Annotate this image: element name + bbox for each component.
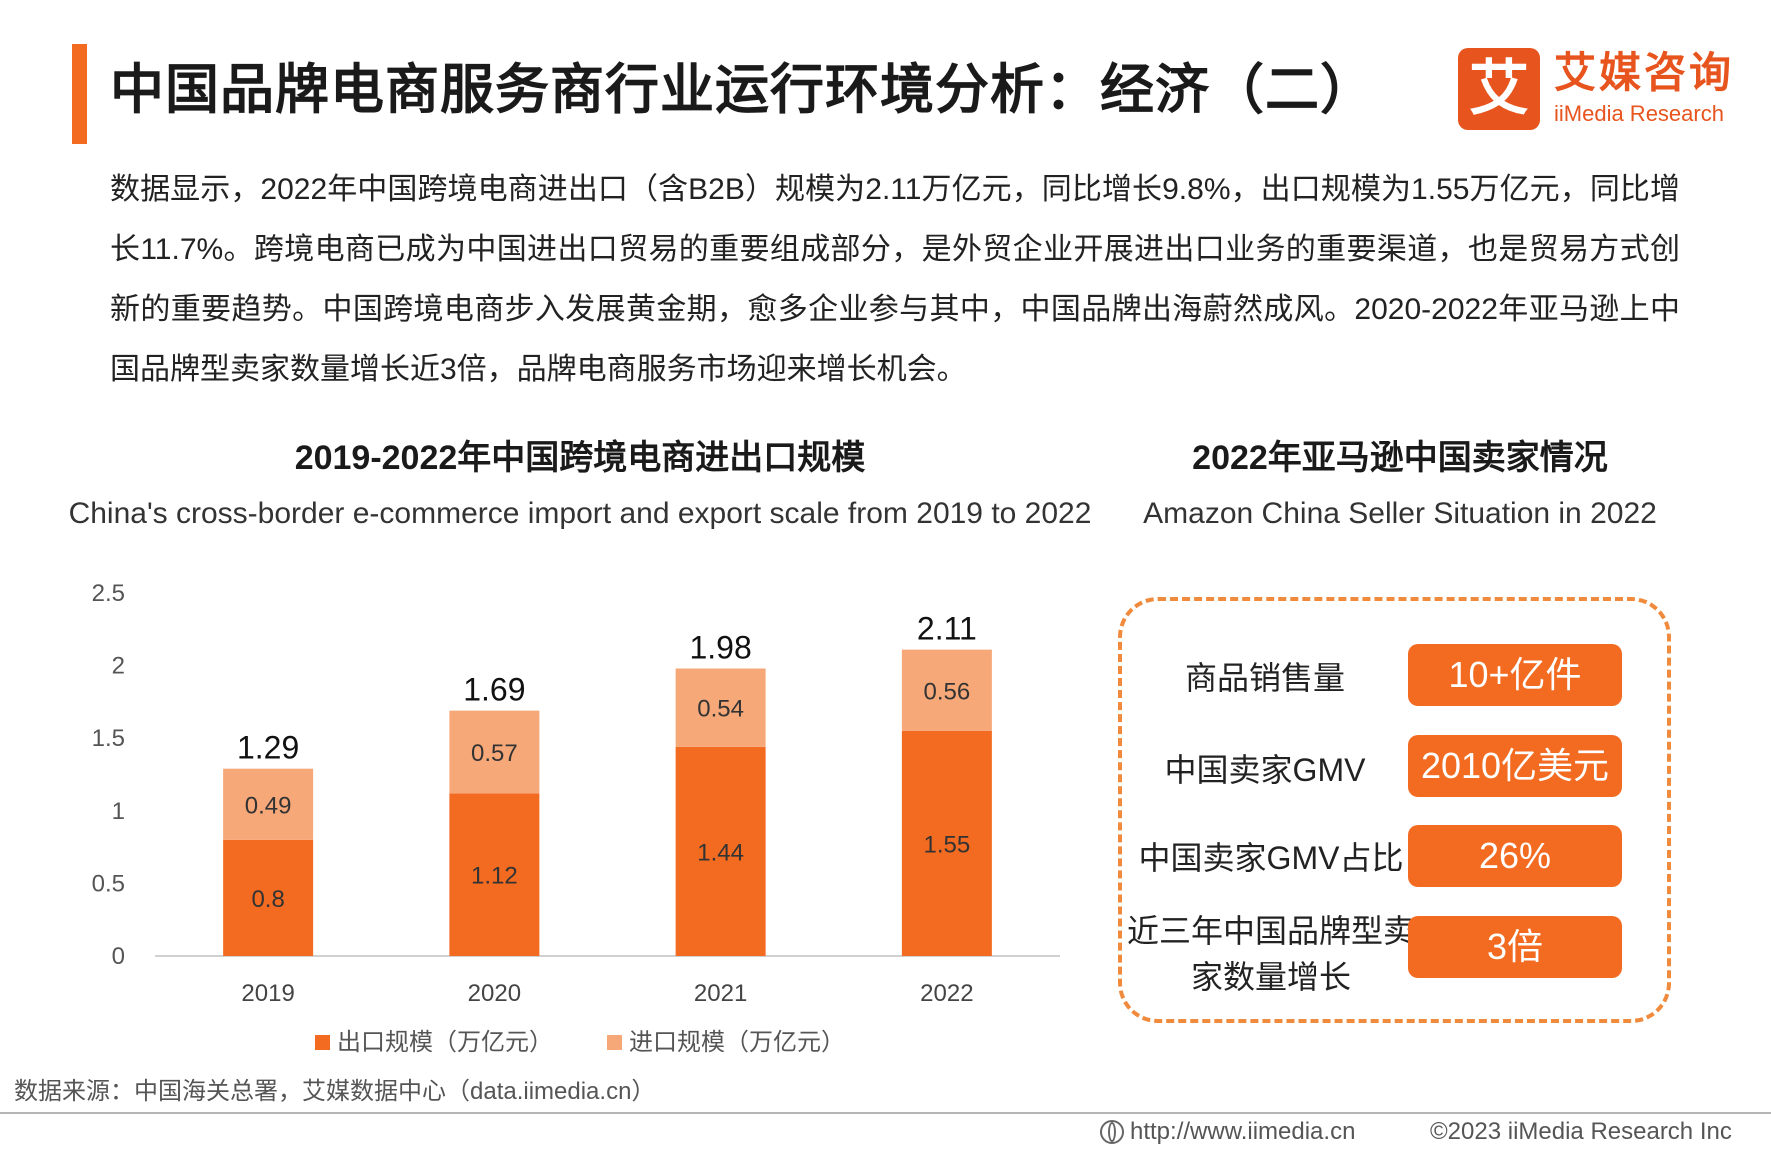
- data-label-total: 1.98: [689, 630, 751, 666]
- data-label-import: 0.57: [471, 740, 518, 767]
- seller-stats-panel: [1118, 597, 1671, 1023]
- bar-segment-export: [449, 793, 540, 956]
- data-label-export: 0.8: [251, 886, 284, 913]
- data-label-import: 0.49: [245, 792, 292, 819]
- y-tick-label: 1.5: [92, 725, 125, 752]
- data-label-import: 0.54: [697, 696, 744, 723]
- y-tick-label: 0.5: [92, 870, 125, 897]
- page-title: 中国品牌电商服务商行业运行环境分析：经济（二）: [110, 60, 1375, 120]
- bar-segment-import: [449, 710, 540, 794]
- y-tick-label: 0: [112, 943, 125, 970]
- bar-segment-import: [901, 649, 992, 731]
- seller-panel-title: 2022年亚马逊中国卖家情况: [1192, 439, 1608, 477]
- seller-panel-subtitle: Amazon China Seller Situation in 2022: [1143, 497, 1657, 530]
- iimedia-logo: 艾 艾媒咨询 iiMedia Research: [1458, 48, 1748, 132]
- intro-paragraph: 数据显示，2022年中国跨境电商进出口（含B2B）规模为2.11万亿元，同比增长…: [110, 173, 1680, 386]
- logo-mark: 艾: [1458, 48, 1540, 130]
- x-tick-label: 2019: [241, 980, 294, 1007]
- y-tick-label: 2: [112, 653, 125, 680]
- logo-text-en: iiMedia Research: [1554, 101, 1724, 126]
- bar-segment-export: [901, 730, 992, 956]
- bar-segment-export: [675, 746, 766, 956]
- y-tick-label: 2.5: [92, 580, 125, 607]
- bar-segment-export: [223, 839, 314, 956]
- data-source-note: 数据来源：中国海关总署，艾媒数据中心（data.iimedia.cn）: [14, 1078, 656, 1105]
- footer-url-text: http://www.iimedia.cn: [1130, 1118, 1356, 1145]
- legend-label-export: 出口规模（万亿元）: [337, 1029, 553, 1056]
- stacked-bar-chart: 0 0.5 1 1.5 2 2.5 0.8 0.49 1.29 2019 1.12 0.57 1.69 2…: [92, 580, 1060, 1056]
- data-label-import: 0.56: [924, 678, 971, 705]
- globe-icon: [1100, 1120, 1124, 1144]
- logo-text-cn: 艾媒咨询: [1554, 49, 1735, 96]
- bar-segment-import: [223, 768, 314, 840]
- data-label-total: 1.69: [463, 672, 525, 708]
- legend-swatch-import: [607, 1035, 622, 1050]
- data-label-total: 1.29: [237, 730, 299, 766]
- stat-label-gmv-share: 中国卖家GMV占比: [1138, 840, 1404, 876]
- stat-value-brand-seller-growth: 3倍: [1408, 916, 1622, 978]
- stat-value-sales-volume: 10+亿件: [1408, 644, 1622, 706]
- data-label-total: 2.11: [917, 611, 977, 647]
- title-accent-bar: [72, 44, 87, 144]
- chart-subtitle: China's cross-border e-commerce import a…: [68, 497, 1092, 530]
- footer-copyright: ©2023 iiMedia Research Inc: [1430, 1118, 1732, 1145]
- data-label-export: 1.55: [924, 831, 971, 858]
- bar-segment-import: [675, 668, 766, 747]
- chart-title: 2019-2022年中国跨境电商进出口规模: [294, 439, 866, 477]
- footer-divider: [0, 1112, 1771, 1114]
- stat-value-seller-gmv: 2010亿美元: [1408, 735, 1622, 797]
- stat-label-brand-seller-growth: 近三年中国品牌型卖家数量增长: [1126, 913, 1415, 995]
- stat-label-seller-gmv: 中国卖家GMV: [1164, 752, 1366, 788]
- stat-value-gmv-share: 26%: [1408, 825, 1622, 887]
- x-tick-label: 2022: [920, 980, 973, 1007]
- data-label-export: 1.44: [697, 839, 744, 866]
- legend-swatch-export: [315, 1035, 330, 1050]
- x-tick-label: 2020: [468, 980, 521, 1007]
- data-label-export: 1.12: [471, 863, 518, 890]
- legend-label-import: 进口规模（万亿元）: [629, 1029, 845, 1056]
- x-tick-label: 2021: [694, 980, 747, 1007]
- stat-label-sales-volume: 商品销售量: [1184, 660, 1345, 696]
- y-tick-label: 1: [112, 798, 125, 825]
- footer-url-link[interactable]: http://www.iimedia.cn: [1100, 1116, 1355, 1148]
